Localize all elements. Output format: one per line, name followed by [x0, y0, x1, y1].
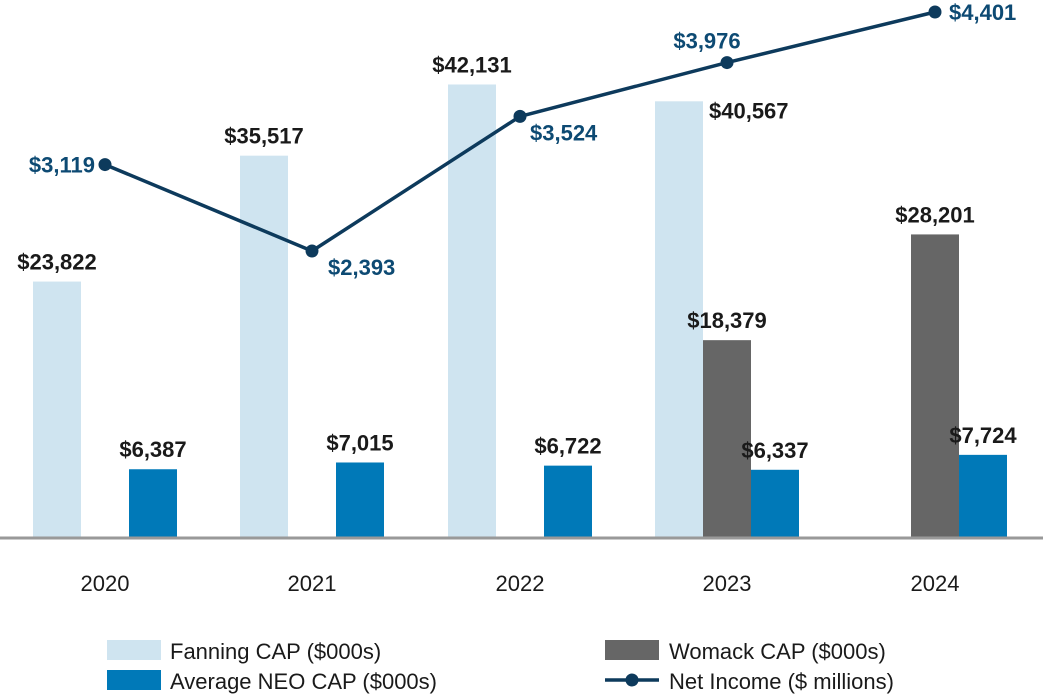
bar-label-avgneo-2021: $7,015 — [326, 430, 393, 455]
x-tick-label-2023: 2023 — [703, 571, 752, 596]
legend-swatch-womack — [605, 640, 659, 660]
legend-label-avgneo: Average NEO CAP ($000s) — [170, 669, 437, 694]
bar-avgneo-2022 — [544, 465, 592, 538]
x-tick-labels: 2020 2021 2022 2023 2024 — [81, 571, 960, 596]
labels-layer: $23,822 $35,517 $42,131 $40,567 $18,379 $28,2… — [17, 0, 1017, 463]
legend-label-womack: Womack CAP ($000s) — [669, 639, 886, 664]
bar-fanning-2023 — [655, 101, 703, 539]
bar-avgneo-2024 — [959, 454, 1007, 538]
bar-avgneo-2021 — [336, 462, 384, 538]
bar-label-avgneo-2023: $6,337 — [741, 438, 808, 463]
net-income-marker-2020 — [98, 158, 112, 172]
bar-label-fanning-2021: $35,517 — [224, 124, 304, 149]
bar-label-fanning-2022: $42,131 — [432, 52, 512, 77]
net-income-marker-2022 — [513, 109, 527, 123]
x-tick-label-2022: 2022 — [496, 571, 545, 596]
bar-fanning-2022 — [448, 84, 496, 539]
bar-label-fanning-2020: $23,822 — [17, 250, 97, 275]
x-tick-label-2021: 2021 — [288, 571, 337, 596]
net-income-label-2023: $3,976 — [673, 29, 740, 54]
bar-avgneo-2023 — [751, 469, 799, 538]
bar-womack-2023 — [703, 340, 751, 538]
legend: Fanning CAP ($000s) Womack CAP ($000s) A… — [107, 639, 894, 694]
x-tick-label-2024: 2024 — [911, 571, 960, 596]
bar-label-womack-2023: $18,379 — [687, 308, 767, 333]
net-income-label-2020: $3,119 — [29, 153, 95, 178]
bars-layer — [33, 84, 1007, 539]
bar-label-fanning-2023: $40,567 — [709, 98, 789, 123]
net-income-label-2024: $4,401 — [949, 0, 1016, 25]
bar-avgneo-2020 — [129, 469, 177, 538]
bar-label-avgneo-2022: $6,722 — [534, 434, 601, 459]
legend-label-fanning: Fanning CAP ($000s) — [170, 639, 381, 664]
bar-fanning-2020 — [33, 281, 81, 538]
net-income-marker-2021 — [305, 244, 319, 258]
legend-label-netincome: Net Income ($ millions) — [669, 669, 894, 694]
x-tick-label-2020: 2020 — [81, 571, 130, 596]
bar-womack-2024 — [911, 234, 959, 539]
bar-label-avgneo-2024: $7,724 — [949, 423, 1017, 448]
bar-label-avgneo-2020: $6,387 — [119, 437, 186, 462]
legend-swatch-fanning — [107, 640, 161, 660]
bar-label-womack-2024: $28,201 — [895, 202, 975, 227]
net-income-marker-2023 — [720, 56, 734, 70]
legend-swatch-avgneo — [107, 670, 161, 690]
net-income-line-layer — [98, 5, 942, 258]
net-income-label-2022: $3,524 — [530, 120, 598, 145]
bar-fanning-2021 — [240, 155, 288, 538]
legend-swatch-netincome-marker — [625, 673, 639, 687]
net-income-label-2021: $2,393 — [328, 255, 395, 280]
net-income-marker-2024 — [928, 5, 942, 19]
